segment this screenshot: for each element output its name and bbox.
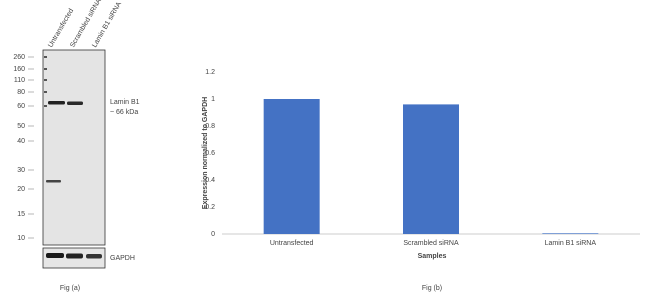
marker-label: 160 xyxy=(13,66,25,73)
band xyxy=(67,101,83,105)
marker-label: 40 xyxy=(17,138,25,145)
caption: Fig (b) xyxy=(422,285,442,292)
band xyxy=(46,180,61,183)
bar xyxy=(263,99,320,234)
x-tick-label: Scrambled siRNA xyxy=(403,240,459,247)
x-tick-label: Untransfected xyxy=(270,240,314,247)
y-tick-label: 0.4 xyxy=(205,177,215,184)
marker-label: 260 xyxy=(13,54,25,61)
marker-label: 15 xyxy=(17,211,25,218)
y-tick-label: 1.2 xyxy=(205,69,215,76)
target-label: Lamin B1 xyxy=(110,99,140,106)
bar xyxy=(542,233,599,234)
band xyxy=(66,253,83,259)
target-size: ~ 66 kDa xyxy=(110,109,138,116)
marker-label: 50 xyxy=(17,123,25,130)
ladder-band xyxy=(44,91,47,93)
y-tick-label: 1 xyxy=(211,96,215,103)
y-tick-label: 0 xyxy=(211,231,215,238)
y-tick-label: 0.8 xyxy=(205,123,215,130)
marker-label: 110 xyxy=(14,77,25,84)
y-tick-label: 0.2 xyxy=(205,204,215,211)
bar xyxy=(403,104,459,235)
marker-label: 80 xyxy=(17,89,25,96)
ladder-band xyxy=(44,68,47,70)
marker-label: 60 xyxy=(17,103,25,110)
marker-label: 20 xyxy=(17,186,25,193)
y-axis-label: Expression normalized to GAPDH xyxy=(202,97,209,209)
ladder-band xyxy=(44,56,47,58)
band xyxy=(48,101,65,105)
blot-membrane xyxy=(42,49,106,246)
band xyxy=(46,253,64,258)
band xyxy=(86,254,102,259)
x-axis-label: Samples xyxy=(418,253,447,260)
y-tick-label: 0.6 xyxy=(205,150,215,157)
marker-label: 10 xyxy=(17,235,25,242)
ladder-band xyxy=(44,79,47,81)
control-label: GAPDH xyxy=(110,255,135,262)
marker-label: 30 xyxy=(17,167,25,174)
ladder-band xyxy=(44,105,47,107)
x-tick-label: Lamin B1 siRNA xyxy=(545,240,597,247)
caption: Fig (a) xyxy=(60,285,80,292)
